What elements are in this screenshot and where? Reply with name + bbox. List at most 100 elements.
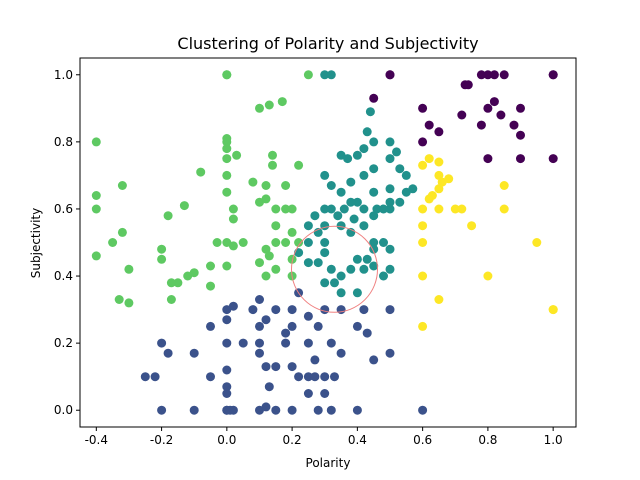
- data-point-cluster-2: [346, 264, 356, 274]
- data-point-cluster-2: [359, 221, 369, 231]
- x-tick-label: 0.4: [348, 433, 367, 447]
- data-point-cluster-1: [303, 389, 313, 398]
- data-point-cluster-3: [108, 238, 118, 247]
- x-tick-label: 1.0: [544, 433, 563, 447]
- data-point-cluster-4: [424, 194, 434, 204]
- data-point-cluster-0: [418, 103, 428, 113]
- data-point-cluster-1: [261, 315, 271, 325]
- data-point-cluster-0: [548, 70, 558, 80]
- data-point-cluster-3: [228, 204, 238, 214]
- data-point-cluster-0: [463, 80, 473, 90]
- data-point-cluster-2: [395, 197, 405, 207]
- data-point-cluster-4: [467, 221, 477, 231]
- data-point-cluster-1: [303, 372, 313, 382]
- data-point-cluster-1: [310, 372, 320, 382]
- data-point-cluster-3: [222, 261, 232, 271]
- data-point-cluster-1: [385, 348, 395, 358]
- data-point-cluster-1: [418, 405, 428, 415]
- data-point-cluster-2: [320, 248, 330, 258]
- data-point-cluster-1: [320, 389, 330, 398]
- data-point-cluster-0: [499, 70, 509, 80]
- data-point-cluster-2: [352, 150, 362, 160]
- data-point-cluster-1: [294, 372, 304, 382]
- data-point-cluster-3: [268, 160, 277, 170]
- data-point-cluster-4: [444, 174, 454, 184]
- data-point-cluster-1: [271, 405, 281, 415]
- data-point-cluster-3: [157, 254, 167, 264]
- data-point-cluster-3: [173, 278, 183, 288]
- data-point-cluster-1: [189, 405, 199, 415]
- data-point-cluster-2: [326, 70, 336, 80]
- data-point-cluster-4: [548, 305, 558, 315]
- data-point-cluster-2: [336, 271, 346, 281]
- data-point-cluster-3: [163, 211, 173, 221]
- data-point-cluster-4: [499, 204, 509, 214]
- data-point-cluster-2: [352, 197, 362, 207]
- data-point-cluster-1: [238, 338, 248, 348]
- data-point-cluster-3: [222, 70, 232, 80]
- data-point-cluster-1: [336, 348, 346, 358]
- data-point-cluster-1: [255, 348, 264, 358]
- data-point-cluster-3: [166, 295, 176, 304]
- data-point-cluster-2: [379, 238, 388, 247]
- data-point-cluster-3: [261, 194, 271, 204]
- data-point-cluster-1: [261, 402, 271, 412]
- data-point-cluster-2: [326, 204, 336, 214]
- data-point-cluster-1: [287, 305, 297, 315]
- y-tick-label: 0.0: [54, 403, 73, 417]
- data-point-cluster-3: [271, 221, 281, 231]
- x-tick-label: 0.2: [283, 433, 302, 447]
- y-tick-label: 0.2: [54, 336, 73, 350]
- data-point-cluster-3: [179, 201, 189, 211]
- data-point-cluster-3: [91, 191, 101, 200]
- data-point-cluster-0: [483, 70, 493, 80]
- data-point-cluster-4: [418, 271, 428, 281]
- data-point-cluster-0: [457, 110, 467, 120]
- data-point-cluster-1: [271, 362, 281, 372]
- data-point-cluster-1: [228, 301, 238, 311]
- data-point-cluster-2: [359, 264, 369, 274]
- data-point-cluster-2: [346, 177, 356, 187]
- x-axis: -0.4 -0.2 0.0 0.2 0.4 0.6 0.8 1.0: [85, 427, 563, 447]
- data-point-cluster-2: [333, 211, 343, 221]
- data-point-cluster-1: [261, 362, 271, 372]
- data-point-cluster-4: [450, 204, 460, 214]
- data-point-cluster-3: [124, 264, 134, 274]
- data-point-cluster-1: [385, 305, 395, 315]
- data-point-cluster-0: [483, 103, 493, 113]
- data-point-cluster-1: [352, 321, 362, 331]
- data-point-cluster-2: [369, 261, 379, 271]
- data-point-cluster-3: [222, 170, 232, 180]
- data-point-cluster-3: [261, 271, 271, 281]
- data-point-cluster-1: [362, 328, 372, 338]
- data-point-cluster-3: [228, 214, 238, 224]
- data-point-cluster-3: [271, 204, 281, 214]
- data-point-cluster-3: [264, 251, 274, 261]
- data-point-cluster-2: [303, 221, 313, 231]
- y-axis: 0.0 0.2 0.4 0.6 0.8 1.0: [54, 68, 80, 417]
- data-point-cluster-0: [483, 154, 493, 164]
- data-point-cluster-3: [261, 244, 271, 254]
- data-point-cluster-1: [310, 355, 320, 365]
- data-point-cluster-2: [352, 254, 362, 264]
- x-axis-label: Polarity: [306, 456, 351, 470]
- data-point-cluster-1: [359, 305, 369, 315]
- data-point-cluster-1: [255, 295, 264, 304]
- data-point-cluster-4: [434, 157, 444, 167]
- data-point-cluster-2: [359, 170, 369, 180]
- data-point-cluster-3: [261, 181, 271, 190]
- data-point-cluster-3: [157, 244, 167, 254]
- data-point-cluster-4: [532, 238, 542, 247]
- data-point-cluster-3: [91, 204, 101, 214]
- data-point-cluster-2: [369, 238, 379, 247]
- data-point-cluster-2: [339, 204, 349, 214]
- data-point-cluster-3: [238, 238, 248, 247]
- data-point-cluster-3: [287, 254, 297, 264]
- data-point-cluster-3: [91, 251, 101, 261]
- data-point-cluster-2: [320, 238, 330, 247]
- data-point-cluster-2: [372, 204, 382, 214]
- x-tick-label: 0.8: [478, 433, 497, 447]
- data-point-cluster-2: [320, 70, 330, 80]
- y-tick-label: 0.6: [54, 202, 73, 216]
- data-point-cluster-3: [287, 227, 297, 237]
